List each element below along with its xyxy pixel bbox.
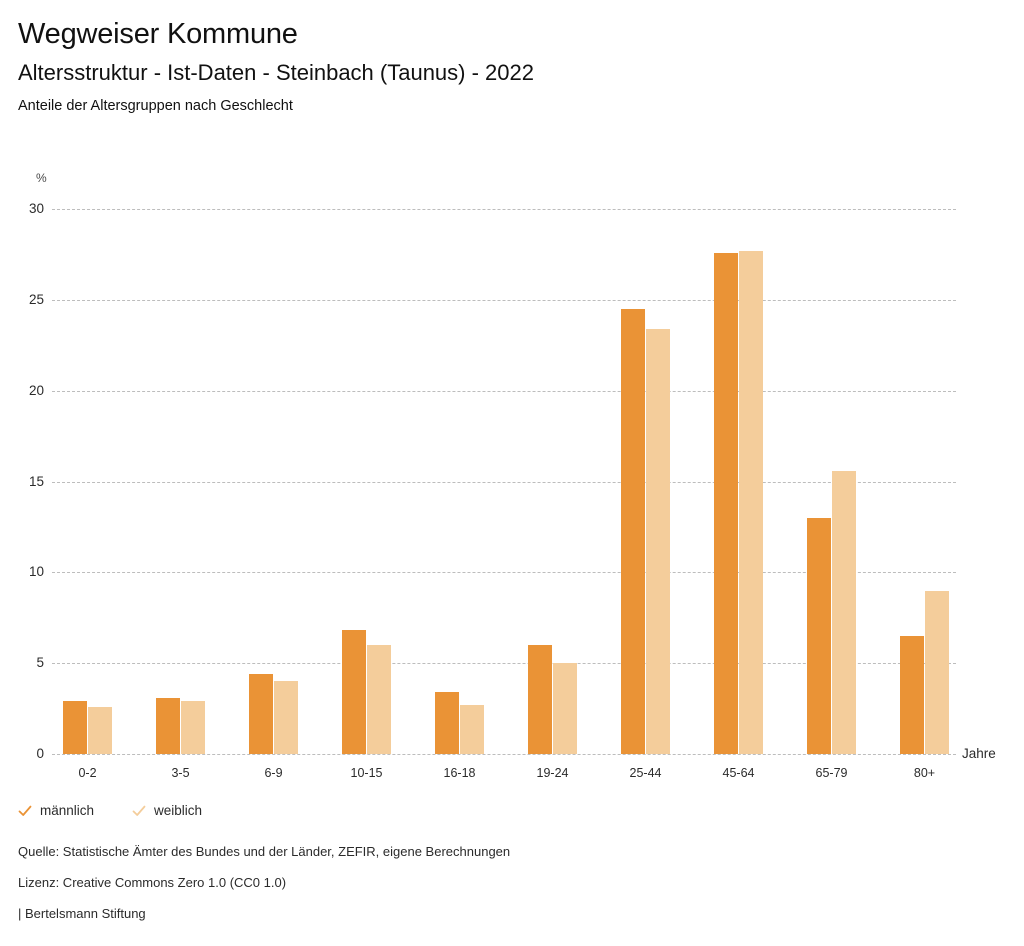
y-axis-tick-label: 30: [28, 201, 44, 216]
chart-header: Wegweiser Kommune Altersstruktur - Ist-D…: [18, 16, 998, 116]
bar-weiblich-19-24[interactable]: [553, 663, 577, 754]
x-axis-tick-label: 25-44: [629, 766, 662, 780]
bar-männlich-16-18[interactable]: [435, 692, 459, 754]
chart-subtitle: Anteile der Altersgruppen nach Geschlech…: [18, 98, 293, 114]
y-axis-tick-label: 0: [36, 746, 44, 761]
x-axis-tick-label: 6-9: [264, 766, 283, 780]
bar-weiblich-6-9[interactable]: [274, 681, 298, 754]
legend-item-label: weiblich: [154, 803, 203, 818]
bar-weiblich-3-5[interactable]: [181, 701, 205, 754]
gridline: [52, 663, 956, 665]
legend-item-männlich[interactable]: männlich: [18, 803, 94, 818]
bar-weiblich-25-44[interactable]: [646, 328, 670, 754]
gridline: [52, 572, 956, 574]
bar-männlich-0-2[interactable]: [63, 701, 87, 754]
gridline: [52, 754, 956, 755]
publisher-note: | Bertelsmann Stiftung: [18, 906, 146, 921]
bar-weiblich-10-15[interactable]: [367, 645, 391, 754]
bar-weiblich-45-64[interactable]: [739, 250, 763, 754]
bar-männlich-80+[interactable]: [900, 635, 924, 754]
x-axis-title: Jahre: [962, 746, 996, 761]
chart-legend: männlich weiblich: [18, 803, 240, 818]
x-axis-tick-label: 80+: [913, 766, 936, 780]
x-axis-tick-label: 45-64: [722, 766, 755, 780]
y-axis-tick-label: 5: [36, 655, 44, 671]
gridline: [52, 209, 956, 210]
bar-weiblich-0-2[interactable]: [88, 706, 112, 754]
y-axis-unit-label: %: [36, 171, 47, 185]
bar-weiblich-65-79[interactable]: [832, 470, 856, 754]
x-axis-tick-label: 0-2: [78, 766, 97, 780]
x-axis-tick-label: 3-5: [171, 766, 190, 780]
x-axis-tick-label: 16-18: [443, 766, 476, 780]
y-axis-tick-label: 20: [28, 382, 44, 398]
license-note: Lizenz: Creative Commons Zero 1.0 (CC0 1…: [18, 875, 287, 890]
gridline: [52, 481, 956, 483]
y-axis-tick-label: 15: [28, 473, 44, 489]
check-icon: [132, 804, 146, 818]
y-axis-tick-label: 10: [28, 564, 44, 580]
legend-item-weiblich[interactable]: weiblich: [132, 803, 202, 818]
bar-männlich-6-9[interactable]: [249, 674, 273, 754]
bar-männlich-3-5[interactable]: [156, 697, 180, 754]
page-title: Wegweiser Kommune: [18, 18, 298, 50]
x-axis-tick-label: 10-15: [350, 766, 383, 780]
bar-männlich-10-15[interactable]: [342, 630, 366, 754]
bar-weiblich-80+[interactable]: [925, 590, 949, 754]
gridline: [52, 299, 956, 301]
bar-männlich-19-24[interactable]: [528, 645, 552, 754]
plot-area: [52, 209, 956, 755]
bar-männlich-65-79[interactable]: [807, 517, 831, 754]
bar-weiblich-16-18[interactable]: [460, 704, 484, 754]
bar-männlich-45-64[interactable]: [714, 252, 738, 754]
gridline: [52, 390, 956, 392]
chart-title: Altersstruktur - Ist-Daten - Steinbach (…: [18, 60, 534, 85]
chart-footer: Quelle: Statistische Ämter des Bundes un…: [18, 843, 978, 922]
x-axis-tick-label: 65-79: [815, 766, 848, 780]
check-icon: [18, 804, 32, 818]
bar-männlich-25-44[interactable]: [621, 308, 645, 754]
source-note: Quelle: Statistische Ämter des Bundes un…: [18, 844, 511, 859]
x-axis-tick-label: 19-24: [536, 766, 569, 780]
y-axis-tick-label: 25: [28, 291, 44, 307]
legend-item-label: männlich: [40, 803, 95, 818]
